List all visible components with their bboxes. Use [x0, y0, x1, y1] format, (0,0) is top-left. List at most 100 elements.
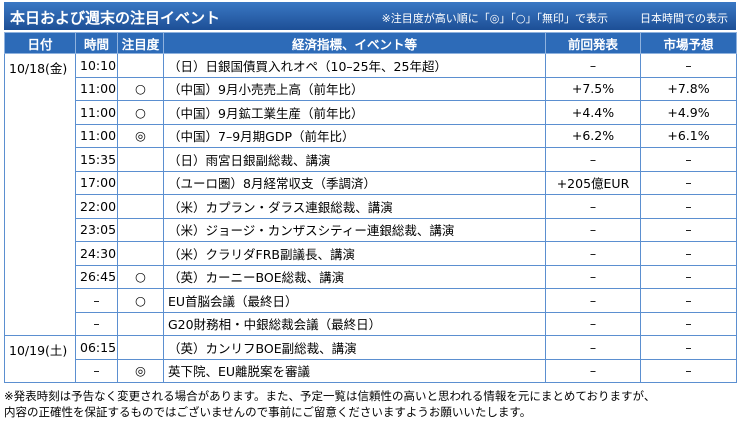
column-header: 市場予想 [640, 32, 737, 54]
event-cell: （日）日銀国債買入れオペ（10–25年、25年超） [163, 53, 546, 78]
importance-cell [117, 311, 164, 336]
time-cell: 06:15 [75, 335, 118, 360]
forecast-cell: +4.9% [640, 100, 737, 125]
footer: ※発表時刻は予告なく変更される場合があります。また、予定一覧は信頼性の高いと思わ… [4, 388, 655, 420]
table-row: – G20財務相・中銀総裁会議（最終日） – – [5, 311, 737, 336]
importance-cell [117, 147, 164, 172]
forecast-cell: +7.8% [640, 76, 737, 101]
previous-cell: – [545, 147, 641, 172]
table-row: 17:00 （ユーロ圏）8月経常収支（季調済） +205億EUR – [5, 170, 737, 195]
time-cell: 24:30 [75, 241, 118, 266]
forecast-cell: – [640, 170, 737, 195]
previous-cell: +6.2% [545, 123, 641, 148]
time-cell: 23:05 [75, 217, 118, 242]
footer-line: 内容の正確性を保証するものではございませんので事前にご留意くださいますようお願い… [4, 405, 532, 419]
time-cell: 26:45 [75, 264, 118, 289]
column-header: 注目度 [117, 32, 164, 54]
table-row: – ◎ 英下院、EU離脱案を審議 – – [5, 358, 737, 383]
importance-cell [117, 335, 164, 360]
table-row: 24:30 （米）クラリダFRB副議長、講演 – – [5, 241, 737, 266]
table-row: 10/19(土) 06:15 （英）カンリフBOE副総裁、講演 – – [4, 335, 737, 383]
forecast-cell: – [640, 358, 737, 383]
previous-cell: +7.5% [545, 76, 641, 101]
event-cell: G20財務相・中銀総裁会議（最終日） [163, 311, 546, 336]
importance-cell [117, 170, 164, 195]
footer-line: ※発表時刻は予告なく変更される場合があります。また、予定一覧は信頼性の高いと思わ… [4, 389, 656, 403]
time-cell: 10:10 [75, 53, 118, 78]
event-cell: （米）クラリダFRB副議長、講演 [163, 241, 546, 266]
forecast-cell: – [640, 335, 737, 360]
importance-cell [117, 194, 164, 219]
importance-cell: ◎ [117, 123, 164, 148]
previous-cell: – [545, 311, 641, 336]
importance-cell [117, 217, 164, 242]
table-row: 11:00 ○ （中国）9月小売売上高（前年比） +7.5% +7.8% [5, 76, 737, 101]
time-cell: – [75, 288, 118, 313]
time-cell: 22:00 [75, 194, 118, 219]
event-cell: （米）ジョージ・カンザスシティー連銀総裁、講演 [163, 217, 546, 242]
previous-cell: – [545, 53, 641, 78]
importance-cell [117, 241, 164, 266]
title: 本日および週末の注目イベント [10, 9, 221, 27]
previous-cell: – [545, 217, 641, 242]
timezone: 日本時間での表示 [640, 12, 728, 25]
column-header: 前回発表 [545, 32, 641, 54]
previous-cell: – [545, 241, 641, 266]
table-row: 23:05 （米）ジョージ・カンザスシティー連銀総裁、講演 – – [5, 217, 737, 242]
event-cell: EU首脳会議（最終日） [163, 288, 546, 313]
table-row: 26:45 ○ （英）カーニーBOE総裁、講演 – – [5, 264, 737, 289]
event-cell: （英）カンリフBOE副総裁、講演 [163, 335, 546, 360]
event-cell: （米）カプラン・ダラス連銀総裁、講演 [163, 194, 546, 219]
column-header: 日付 [4, 32, 76, 54]
event-cell: （英）カーニーBOE総裁、講演 [163, 264, 546, 289]
forecast-cell: – [640, 311, 737, 336]
forecast-cell: – [640, 194, 737, 219]
previous-cell: +4.4% [545, 100, 641, 125]
table-row: 10/18(金) 10:10 （日）日銀国債買入れオペ（10–25年、25年超） – – [4, 53, 737, 336]
time-cell: – [75, 358, 118, 383]
previous-cell: – [545, 264, 641, 289]
importance-cell: ○ [117, 100, 164, 125]
forecast-cell: – [640, 264, 737, 289]
event-cell: 英下院、EU離脱案を審議 [163, 358, 546, 383]
table-row: – ○ EU首脳会議（最終日） – – [5, 288, 737, 313]
importance-cell [117, 53, 164, 78]
forecast-cell: – [640, 53, 737, 78]
time-cell: – [75, 311, 118, 336]
table-row: 15:35 （日）雨宮日銀副総裁、講演 – – [5, 147, 737, 172]
header-row: 日付 時間 注目度 経済指標、イベント等 前回発表 市場予想 [4, 32, 737, 54]
event-cell: （ユーロ圏）8月経常収支（季調済） [163, 170, 546, 195]
table-row: 11:00 ◎ （中国）7–9月期GDP（前年比） +6.2% +6.1% [5, 123, 737, 148]
event-cell: （中国）9月小売売上高（前年比） [163, 76, 546, 101]
note: ※注目度が高い順に「◎」「○」「無印」で表示 [381, 12, 608, 25]
date-cell: 10/18(金) [4, 53, 76, 336]
forecast-cell: +6.1% [640, 123, 737, 148]
column-header: 時間 [75, 32, 118, 54]
time-cell: 11:00 [75, 76, 118, 101]
header-bar: 本日および週末の注目イベント ※注目度が高い順に「◎」「○」「無印」で表示 日本… [4, 2, 736, 30]
time-cell: 17:00 [75, 170, 118, 195]
event-cell: （中国）7–9月期GDP（前年比） [163, 123, 546, 148]
importance-cell: ○ [117, 288, 164, 313]
importance-cell: ○ [117, 76, 164, 101]
column-header: 経済指標、イベント等 [163, 32, 546, 54]
time-cell: 11:00 [75, 123, 118, 148]
date-cell: 10/19(土) [4, 335, 76, 383]
event-cell: （中国）9月鉱工業生産（前年比） [163, 100, 546, 125]
importance-cell: ◎ [117, 358, 164, 383]
previous-cell: – [545, 288, 641, 313]
table-row: 22:00 （米）カプラン・ダラス連銀総裁、講演 – – [5, 194, 737, 219]
previous-cell: – [545, 335, 641, 360]
previous-cell: +205億EUR [545, 170, 641, 195]
previous-cell: – [545, 358, 641, 383]
previous-cell: – [545, 194, 641, 219]
event-cell: （日）雨宮日銀副総裁、講演 [163, 147, 546, 172]
forecast-cell: – [640, 217, 737, 242]
importance-cell: ○ [117, 264, 164, 289]
time-cell: 15:35 [75, 147, 118, 172]
table-row: 11:00 ○ （中国）9月鉱工業生産（前年比） +4.4% +4.9% [5, 100, 737, 125]
event-table: 日付 時間 注目度 経済指標、イベント等 前回発表 市場予想 10/18(金) 10:10 （… [4, 32, 737, 383]
forecast-cell: – [640, 288, 737, 313]
forecast-cell: – [640, 241, 737, 266]
